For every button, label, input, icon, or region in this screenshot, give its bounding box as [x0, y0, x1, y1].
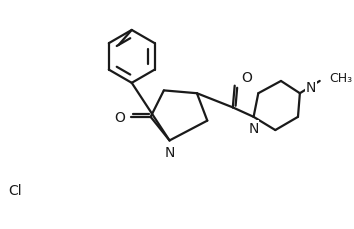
- Text: Cl: Cl: [8, 183, 22, 197]
- Text: CH₃: CH₃: [329, 71, 352, 84]
- Text: N: N: [306, 80, 316, 94]
- Text: O: O: [114, 110, 125, 124]
- Text: N: N: [164, 145, 175, 159]
- Text: N: N: [249, 122, 259, 136]
- Text: O: O: [241, 71, 252, 85]
